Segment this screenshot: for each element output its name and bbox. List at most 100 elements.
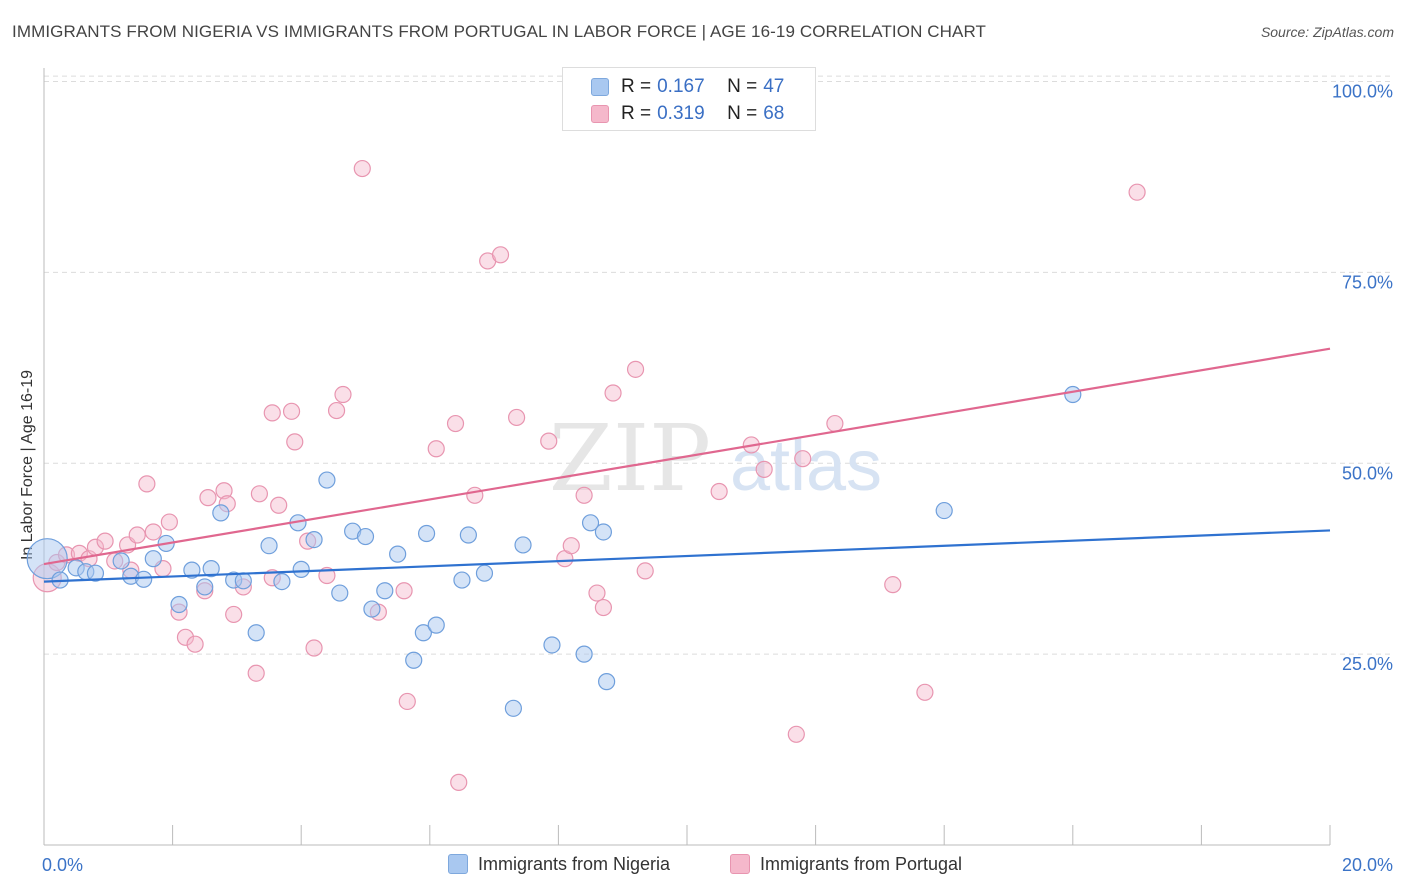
- point-nigeria: [356, 527, 375, 546]
- point-nigeria: [405, 651, 423, 669]
- bottom-legend-label-portugal: Immigrants from Portugal: [760, 853, 963, 874]
- point-nigeria: [363, 600, 381, 618]
- point-portugal: [446, 414, 465, 433]
- point-portugal: [96, 532, 114, 550]
- point-nigeria: [453, 571, 471, 589]
- point-portugal: [144, 523, 162, 541]
- chart-title: IMMIGRANTS FROM NIGERIA VS IMMIGRANTS FR…: [12, 22, 987, 41]
- point-portugal: [398, 692, 416, 711]
- point-portugal: [540, 432, 558, 450]
- point-portugal: [575, 486, 593, 504]
- point-nigeria: [504, 699, 522, 717]
- point-nigeria: [389, 545, 407, 563]
- trend-lines: [43, 347, 1331, 583]
- trend-line-nigeria: [43, 529, 1331, 583]
- y-tick-label: 100.0%: [1332, 82, 1393, 102]
- y-tick-label: 75.0%: [1342, 272, 1393, 292]
- legend-r-value-portugal: 0.319: [657, 103, 705, 124]
- point-portugal: [884, 576, 902, 594]
- point-nigeria: [581, 514, 600, 532]
- legend-n-label: N =: [727, 76, 758, 97]
- trend-line-portugal: [43, 347, 1331, 566]
- point-portugal: [186, 635, 204, 653]
- point-portugal: [636, 562, 654, 580]
- point-nigeria: [427, 616, 445, 634]
- legend-n-label: N =: [727, 103, 758, 124]
- bottom-legend-nigeria: Immigrants from Nigeria: [448, 852, 670, 876]
- watermark: ZIP atlas: [549, 405, 882, 512]
- point-nigeria: [196, 578, 214, 596]
- point-portugal: [466, 486, 484, 504]
- point-portugal: [794, 450, 812, 468]
- point-portugal: [626, 360, 645, 378]
- point-portugal: [270, 496, 288, 514]
- point-nigeria: [1064, 385, 1082, 404]
- source-label: Source: ZipAtlas.com: [1260, 24, 1394, 40]
- point-portugal: [138, 475, 156, 493]
- point-portugal: [427, 440, 445, 458]
- legend-row-nigeria: R = 0.167 N = 47: [591, 75, 784, 99]
- point-portugal: [508, 408, 526, 427]
- bottom-legend-swatch-nigeria: [448, 854, 468, 874]
- point-nigeria: [170, 595, 188, 614]
- grid-lines: [44, 75, 1392, 655]
- point-nigeria: [475, 564, 494, 582]
- point-nigeria: [212, 504, 230, 522]
- point-portugal: [305, 639, 323, 657]
- point-portugal: [395, 582, 413, 600]
- legend-row-portugal: R = 0.319 N = 68: [591, 102, 784, 126]
- point-portugal: [562, 537, 580, 555]
- point-portugal: [334, 385, 352, 404]
- point-nigeria: [414, 624, 432, 642]
- x-tick-label-max: 20.0%: [1342, 855, 1393, 875]
- point-portugal: [710, 482, 728, 501]
- point-portugal: [250, 485, 269, 503]
- bottom-legend-label-nigeria: Immigrants from Nigeria: [478, 853, 671, 874]
- point-portugal: [916, 683, 934, 701]
- point-nigeria: [183, 561, 201, 579]
- point-nigeria: [273, 572, 291, 591]
- point-nigeria: [417, 524, 436, 543]
- point-portugal: [215, 482, 233, 500]
- point-portugal: [594, 598, 613, 617]
- x-tick-label-min: 0.0%: [42, 855, 83, 875]
- stats-legend: R = 0.167 N = 47 R = 0.319 N = 68: [562, 67, 816, 131]
- point-portugal: [282, 402, 301, 420]
- point-nigeria: [598, 673, 616, 691]
- point-portugal: [588, 584, 606, 602]
- point-nigeria: [331, 584, 349, 602]
- point-portugal: [450, 773, 468, 791]
- point-nigeria: [543, 636, 561, 654]
- point-portugal: [826, 414, 844, 433]
- point-nigeria: [202, 560, 220, 578]
- point-portugal: [176, 628, 195, 646]
- legend-r-label: R =: [621, 76, 652, 97]
- point-nigeria: [514, 536, 532, 554]
- y-tick-label: 50.0%: [1342, 463, 1393, 483]
- tick-labels: 25.0% 50.0% 75.0% 100.0% 0.0% 20.0%: [42, 82, 1393, 876]
- point-portugal: [353, 159, 371, 178]
- point-portugal: [604, 384, 622, 402]
- point-portugal: [160, 513, 178, 531]
- point-nigeria: [292, 560, 310, 578]
- point-portugal: [225, 605, 243, 624]
- legend-swatch-nigeria: [591, 78, 609, 96]
- point-nigeria: [376, 582, 394, 600]
- point-portugal: [327, 401, 346, 420]
- bottom-legend-swatch-portugal: [730, 854, 750, 874]
- y-tick-label: 25.0%: [1342, 654, 1393, 674]
- point-portugal: [755, 460, 773, 478]
- point-portugal: [263, 404, 281, 422]
- legend-n-value-nigeria: 47: [763, 76, 785, 97]
- point-portugal: [1128, 183, 1146, 201]
- point-portugal: [491, 246, 510, 264]
- axes: [43, 68, 1331, 846]
- point-portugal: [787, 725, 805, 743]
- point-portugal: [247, 664, 265, 682]
- point-nigeria: [26, 538, 68, 580]
- point-portugal: [199, 489, 217, 507]
- point-nigeria: [135, 570, 153, 588]
- point-nigeria: [305, 530, 323, 549]
- point-nigeria: [575, 645, 593, 663]
